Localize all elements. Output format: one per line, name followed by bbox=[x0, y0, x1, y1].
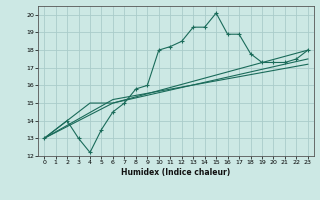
X-axis label: Humidex (Indice chaleur): Humidex (Indice chaleur) bbox=[121, 168, 231, 177]
